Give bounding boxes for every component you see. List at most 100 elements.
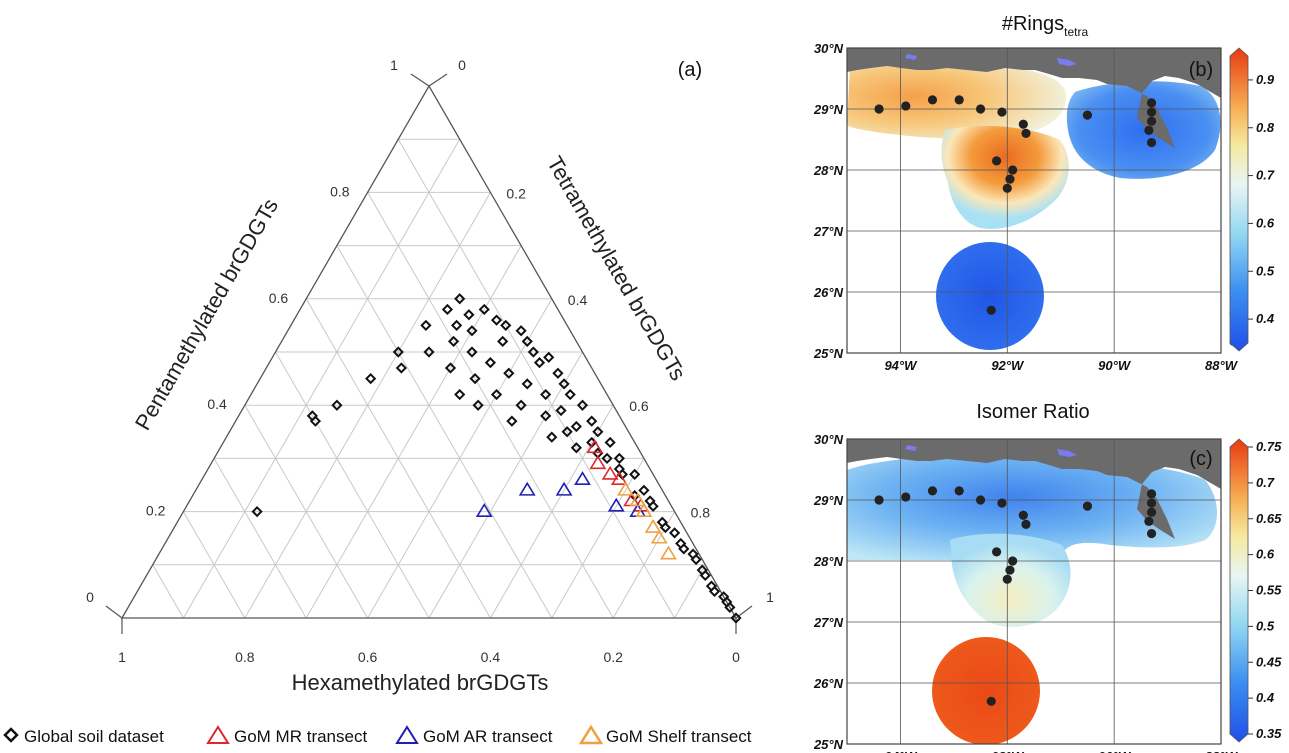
global-soil-point	[555, 404, 567, 417]
station-marker	[1018, 119, 1028, 129]
field-main-region	[847, 454, 1218, 560]
colorbar-tick-label: 0.9	[1256, 72, 1275, 87]
legend: Global soil dataset GoM MR transect GoM …	[3, 724, 752, 746]
colorbar-tick-label: 0.75	[1256, 439, 1282, 454]
station-marker	[986, 305, 996, 315]
station-marker	[1146, 498, 1157, 508]
station-marker	[1146, 137, 1157, 148]
mr-transect-point	[601, 465, 619, 480]
ternary-gridline	[551, 458, 645, 619]
map-c-title: Isomer Ratio	[976, 401, 1089, 423]
colorbar-tick-label: 0.7	[1256, 168, 1275, 183]
global-soil-point	[506, 415, 518, 427]
bottom-tick-label: 0	[732, 649, 740, 665]
global-soil-point	[454, 293, 466, 305]
colorbar-gradient	[1229, 47, 1249, 352]
left-tick-label: 0	[86, 589, 94, 605]
map-c-axis-labels: 30°N 29°N 28°N 27°N 26°N 25°N 94°W 92°W 90°W 88°W	[813, 432, 1239, 753]
station-marker	[1008, 556, 1018, 566]
global-soil-point	[365, 372, 377, 385]
global-soil-point	[463, 309, 475, 321]
mr-transect-point	[610, 471, 628, 486]
global-soil-point	[533, 357, 546, 369]
station-marker	[1005, 565, 1015, 575]
left-tick-label: 0.4	[207, 396, 227, 412]
ternary-ticks: 1 0.8 0.6 0.4 0.2 0 0.2 0.4 0.6 0.8 0 1 0.2 0.4 0.6 0.8…	[86, 57, 774, 665]
colorbar-tick-label: 0.4	[1256, 311, 1275, 326]
global-soil-point	[540, 388, 552, 401]
ternary-frame	[105, 73, 753, 634]
map-b-axis-labels: 30°N 29°N 28°N 27°N 26°N 25°N 94°W 92°W 90°W 88°W	[813, 41, 1239, 373]
ar-transect-point	[607, 497, 625, 512]
global-soil-point	[469, 372, 481, 385]
global-soil-point	[659, 521, 672, 534]
right-tick-label: 1	[766, 589, 774, 605]
ar-transect-point	[475, 503, 493, 517]
station-marker	[992, 547, 1002, 557]
map-b-title-subscript: tetra	[1064, 25, 1088, 39]
map-isomer-ratio: Isomer Ratio 30°N 29°N 28°N 27°N 26°N 25°N 94°…	[813, 401, 1282, 753]
global-soil-point	[604, 436, 616, 449]
global-soil-point	[558, 378, 570, 390]
colorbar-tick-label: 0.5	[1256, 618, 1275, 633]
global-soil-point	[500, 319, 512, 332]
field-south-blob	[932, 637, 1040, 744]
station-marker	[1146, 98, 1157, 108]
latitude-label: 30°N	[814, 432, 844, 447]
longitude-label: 88°W	[1205, 749, 1239, 753]
ternary-triangle	[120, 84, 738, 619]
station-marker	[997, 107, 1007, 117]
global-soil-point	[586, 415, 598, 427]
map-c-gridlines	[847, 439, 1221, 744]
global-soil-point	[251, 505, 263, 518]
ternary-gridline	[397, 138, 676, 619]
triangle-marker-icon	[395, 725, 419, 744]
longitude-label: 94°W	[884, 358, 918, 373]
global-soil-point	[515, 325, 527, 337]
global-soil-point	[395, 362, 407, 374]
longitude-label: 90°W	[1098, 749, 1132, 753]
shelf-transect-point	[629, 492, 647, 507]
ternary-gridline	[275, 351, 430, 619]
right-tick-label: 0.4	[568, 292, 588, 308]
global-soil-point	[527, 346, 539, 358]
latitude-label: 29°N	[813, 102, 844, 117]
triangle-marker-icon	[578, 724, 604, 745]
longitude-label: 88°W	[1205, 358, 1239, 373]
global-soil-point	[540, 410, 552, 422]
corner-tick	[410, 73, 430, 87]
global-soil-point	[552, 367, 564, 379]
map-rings-tetra: #Ringstetra 30°N 29°N 28°N 27°N 26°N 25°N 94°W…	[813, 13, 1275, 373]
station-marker	[992, 156, 1002, 166]
bottom-tick-label: 0.6	[358, 649, 378, 665]
right-tick-label: 0.6	[629, 398, 649, 414]
colorbar-tick-label: 0.5	[1256, 263, 1275, 278]
ternary-right-axis-label: Tetramethylated brGDGTs	[542, 152, 691, 385]
mr-transect-point	[586, 439, 604, 454]
shelf-transect-point	[644, 519, 662, 533]
station-marker	[1002, 183, 1012, 193]
global-soil-point	[484, 357, 497, 369]
colorbar-gradient	[1229, 438, 1249, 743]
station-marker	[1146, 489, 1157, 499]
station-marker	[1082, 110, 1093, 120]
right-tick-label: 0	[458, 57, 466, 73]
map-c-stations	[874, 486, 1157, 706]
station-marker	[1002, 574, 1012, 584]
station-marker	[1021, 128, 1031, 138]
shelf-transect-point	[650, 529, 668, 544]
global-soil-point	[306, 410, 318, 422]
station-marker	[1018, 510, 1028, 520]
station-marker	[1146, 116, 1157, 126]
colorbar-tick-label: 0.8	[1256, 120, 1275, 135]
global-soil-point	[420, 319, 432, 332]
legend-label: GoM Shelf transect	[606, 727, 752, 746]
longitude-label: 94°W	[884, 749, 918, 753]
ternary-grid	[152, 138, 706, 619]
station-marker	[997, 498, 1007, 508]
station-marker	[1021, 519, 1031, 530]
diamond-marker-icon	[3, 727, 19, 743]
global-soil-point	[638, 484, 650, 496]
longitude-label: 90°W	[1098, 358, 1132, 373]
